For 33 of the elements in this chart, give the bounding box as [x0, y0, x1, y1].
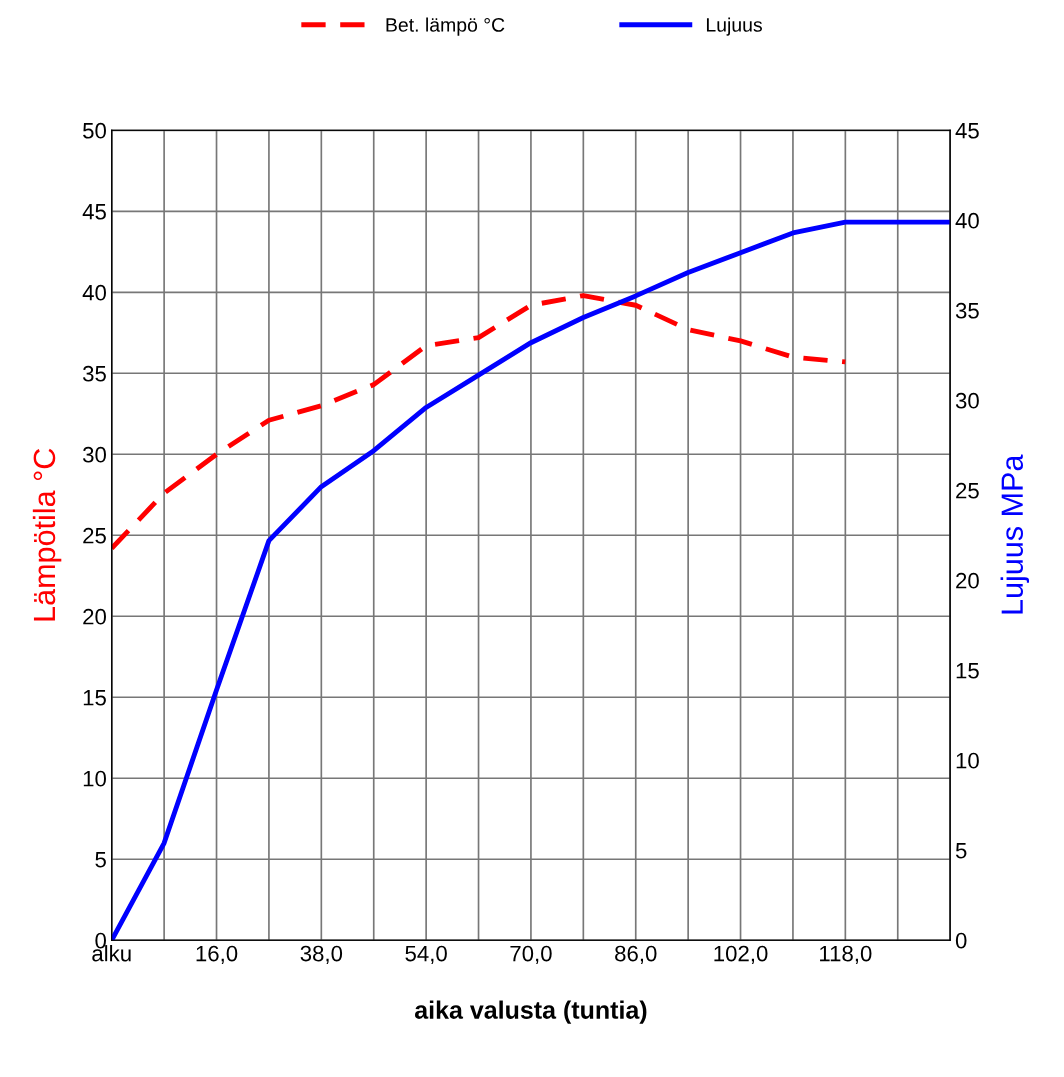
y2-tick-label: 0 — [955, 932, 967, 949]
y-tick-label: 10 — [83, 770, 106, 787]
y-tick-label: 30 — [82, 446, 106, 463]
y2-tick-label: 35 — [955, 302, 979, 319]
y2-tick-label: 30 — [955, 392, 979, 409]
y-tick-label: 50 — [83, 122, 106, 139]
y2-tick-label: 40 — [955, 212, 979, 229]
y-tick-label: 15 — [83, 690, 106, 706]
y2-tick-label: 25 — [956, 482, 979, 499]
x-tick-label: 38,0 — [300, 945, 343, 965]
x-tick-label: 16,0 — [196, 945, 238, 965]
y2-tick-label: 10 — [956, 752, 979, 769]
y-axis-title: Lämpötila °C — [32, 448, 62, 621]
legend-label: Lujuus — [706, 17, 762, 36]
x-tick-label: 86,0 — [615, 945, 657, 965]
y2-tick-label: 15 — [956, 663, 979, 679]
y2-axis-title: Lujuus MPa — [1000, 454, 1030, 614]
x-tick-label: 118,0 — [820, 945, 872, 965]
line-series — [111, 293, 848, 551]
x-axis-title: aika valusta (tuntia) — [414, 1000, 647, 1024]
y-tick-label: 45 — [82, 204, 106, 220]
y2-tick-label: 5 — [955, 843, 967, 859]
y-tick-label: 5 — [95, 851, 106, 868]
y2-tick-label: 45 — [955, 123, 979, 139]
y-tick-label: 40 — [82, 284, 106, 301]
x-tick-label: 102,0 — [714, 945, 768, 965]
x-tick-label: 54,0 — [405, 945, 447, 965]
x-tick-label: 70,0 — [510, 945, 552, 965]
y-tick-label: 35 — [82, 365, 106, 382]
y-tick-label: 20 — [83, 608, 106, 625]
y2-tick-label: 20 — [956, 572, 979, 589]
y-tick-label: 25 — [83, 527, 106, 544]
legend-label: Bet. lämpö °C — [386, 17, 505, 36]
